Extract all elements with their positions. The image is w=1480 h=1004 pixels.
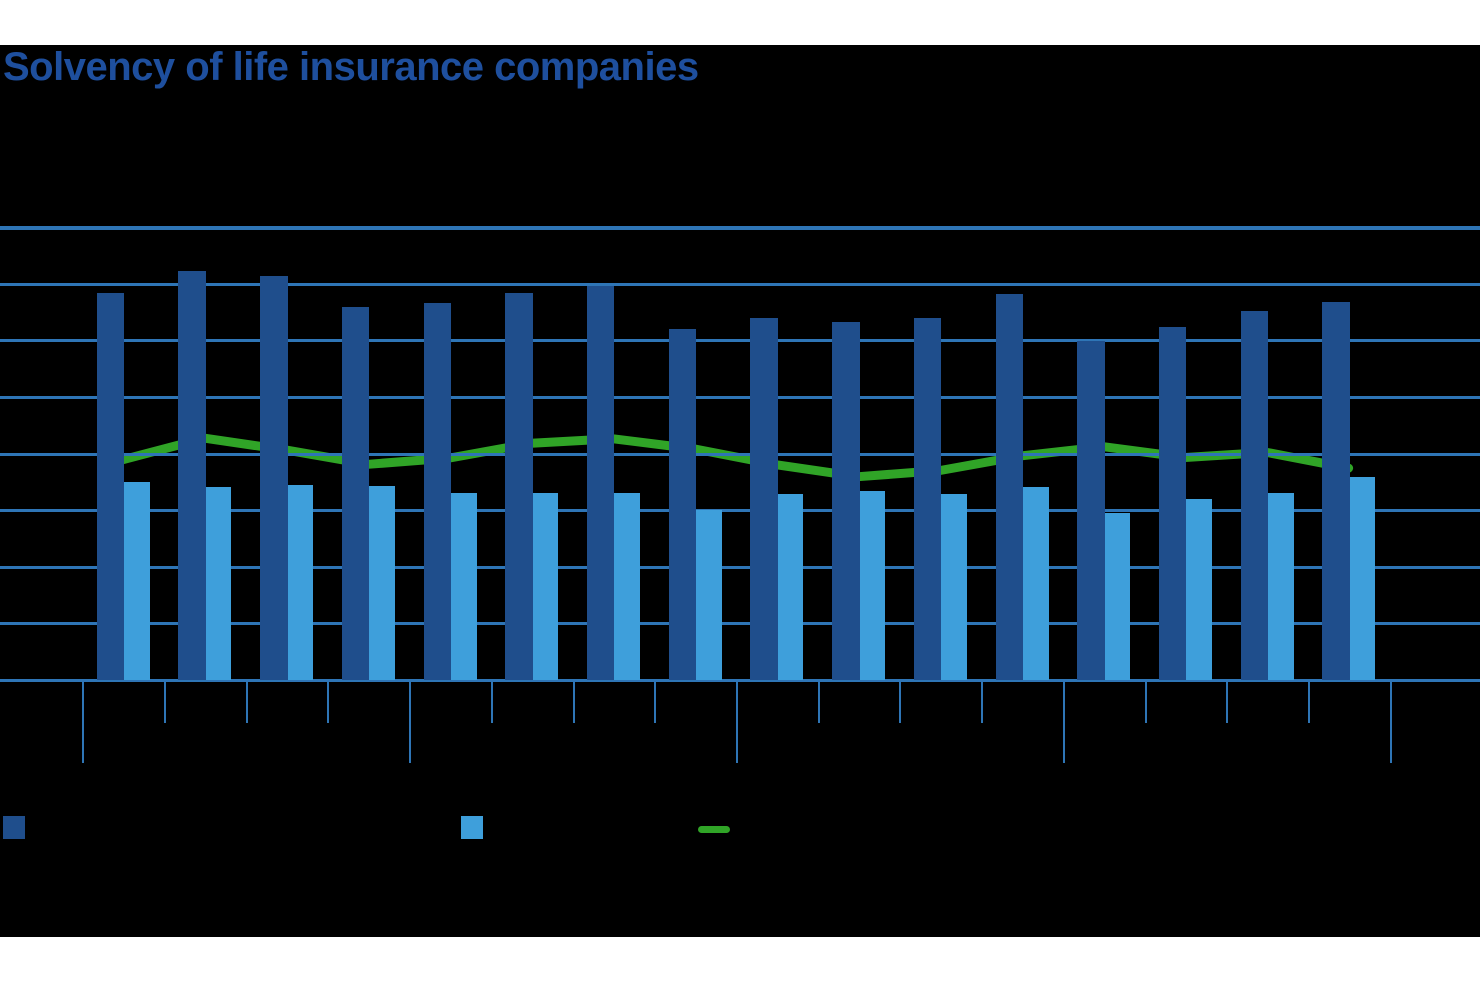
dark-blue-bars-bar [1077,341,1105,680]
light-blue-bars-bar [124,481,150,680]
x-axis-major-tick [1062,680,1065,763]
light-blue-bars-bar [1268,493,1294,680]
dark-blue-bars-bar [1240,310,1269,680]
dark-blue-bars-bar [178,270,206,680]
x-axis-minor-tick [572,680,575,723]
dark-blue-bars-bar [423,302,452,680]
x-axis-minor-tick [1226,680,1229,723]
light-blue-bars-bar [1186,499,1212,680]
x-axis-minor-tick [1307,680,1310,723]
dark-blue-bars-bar [1322,301,1350,680]
top-white-band [0,0,1480,45]
legend-green-line-swatch-icon [698,826,730,833]
x-axis-minor-tick [164,680,166,723]
light-blue-bars-bar [1023,487,1049,680]
gridline [0,395,1480,399]
x-axis-major-tick [409,680,412,763]
x-axis-minor-tick [654,680,657,723]
legend-light-blue-swatch-icon [461,816,483,839]
gridline [0,565,1480,569]
dark-blue-bars-bar [1158,326,1187,680]
light-blue-bars-bar [205,487,232,680]
dark-blue-bars-bar [260,275,288,680]
light-blue-bars-bar [451,493,477,680]
gridline [0,509,1480,513]
dark-blue-bars-bar [96,293,125,680]
light-blue-bars-bar [532,492,559,680]
dark-blue-bars-bar [913,317,942,680]
x-axis-minor-tick [245,680,248,723]
dark-blue-bars-bar [832,322,860,680]
light-blue-bars-bar [1104,512,1131,680]
x-axis-minor-tick [899,680,902,723]
light-blue-bars-bar [614,493,640,680]
light-blue-bars-bar [859,491,886,680]
dark-blue-bars-bar [586,285,615,680]
gridline [0,282,1480,286]
light-blue-bars-bar [1349,476,1376,680]
x-axis-major-tick [82,680,85,763]
x-axis-minor-tick [490,680,493,723]
light-blue-bars-bar [696,510,722,680]
light-blue-bars-bar [287,484,314,680]
dark-blue-bars-bar [750,317,778,680]
gridline [0,622,1480,626]
chart-title: Solvency of life insurance companies [3,45,699,89]
light-blue-bars-bar [369,486,395,680]
legend-dark-blue-swatch-icon [3,816,25,839]
gridline [0,226,1480,230]
x-axis-major-tick [735,680,738,763]
dark-blue-bars-bar [668,328,697,680]
dark-blue-bars-bar [995,294,1023,680]
x-axis-minor-tick [327,680,330,723]
gridline [0,452,1480,456]
dark-blue-bars-bar [341,307,370,680]
dark-blue-bars-bar [505,293,533,680]
light-blue-bars-bar [941,493,967,680]
x-axis-minor-tick [981,680,984,723]
bottom-white-band [0,937,1480,1004]
gridline [0,339,1480,343]
x-axis-minor-tick [1144,680,1147,723]
x-axis-line [0,679,1480,682]
x-axis-minor-tick [817,680,820,723]
x-axis-major-tick [1389,680,1392,763]
light-blue-bars-bar [777,493,804,680]
